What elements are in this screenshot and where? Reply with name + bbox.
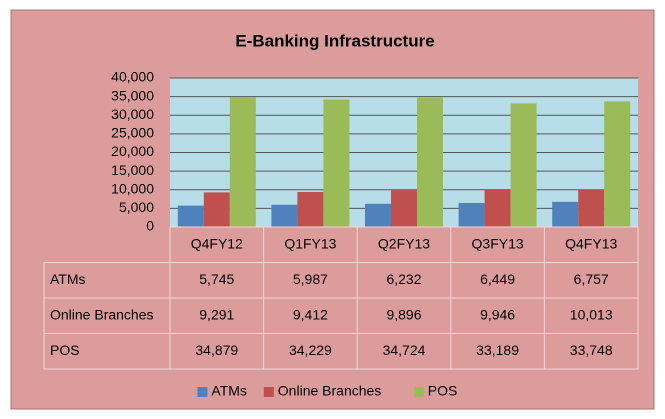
table-cell: 9,946 bbox=[480, 306, 515, 322]
table-cell: 9,412 bbox=[293, 306, 328, 322]
bar bbox=[510, 103, 537, 227]
table-cell: 9,896 bbox=[386, 306, 421, 322]
legend-swatch bbox=[263, 387, 274, 397]
table-cell: 34,879 bbox=[195, 342, 238, 358]
table-row-header: POS bbox=[50, 342, 80, 358]
y-tick-label: 30,000 bbox=[111, 106, 154, 122]
table-cell: 34,724 bbox=[383, 342, 426, 358]
table-column-header: Q4FY12 bbox=[191, 235, 243, 251]
table-column-header: Q4FY13 bbox=[565, 235, 617, 251]
table-cell: 34,229 bbox=[289, 342, 332, 358]
table-cell: 5,987 bbox=[293, 271, 328, 287]
bar bbox=[484, 189, 511, 227]
bar bbox=[578, 189, 605, 227]
table-cell: 5,745 bbox=[199, 271, 234, 287]
chart-title: E-Banking Infrastructure bbox=[235, 31, 434, 50]
table-cell: 33,189 bbox=[476, 342, 519, 358]
y-tick-label: 20,000 bbox=[111, 143, 154, 159]
bar bbox=[458, 202, 485, 227]
legend-label: ATMs bbox=[211, 383, 247, 399]
bar bbox=[391, 190, 417, 227]
table-cell: 6,449 bbox=[480, 271, 515, 287]
table-cell: 10,013 bbox=[570, 306, 613, 322]
bar bbox=[417, 97, 443, 227]
bar bbox=[604, 101, 631, 227]
table-row-header: ATMs bbox=[50, 271, 86, 287]
bar bbox=[203, 192, 230, 227]
y-tick-label: 25,000 bbox=[111, 125, 154, 141]
legend-swatch bbox=[197, 387, 208, 397]
bar bbox=[297, 191, 324, 227]
bar bbox=[229, 97, 256, 228]
table-column-header: Q1FY13 bbox=[284, 235, 336, 251]
y-tick-label: 0 bbox=[146, 218, 154, 234]
y-tick-label: 35,000 bbox=[111, 87, 154, 103]
y-tick-label: 5,000 bbox=[119, 199, 154, 215]
table-row-header: Online Branches bbox=[50, 306, 154, 322]
table-column-header: Q2FY13 bbox=[378, 235, 430, 251]
bar bbox=[271, 204, 298, 227]
bar bbox=[177, 205, 204, 227]
table-cell: 9,291 bbox=[199, 306, 234, 322]
legend-label: POS bbox=[428, 383, 458, 399]
y-tick-label: 15,000 bbox=[111, 162, 154, 178]
table-cell: 6,757 bbox=[574, 271, 609, 287]
table-cell: 33,748 bbox=[570, 342, 613, 358]
table-cell: 6,232 bbox=[386, 271, 421, 287]
bar bbox=[365, 203, 391, 227]
bar bbox=[323, 99, 350, 227]
y-tick-label: 10,000 bbox=[111, 180, 154, 196]
legend-label: Online Branches bbox=[278, 383, 382, 399]
table-column-header: Q3FY13 bbox=[472, 235, 524, 251]
bar bbox=[552, 201, 579, 227]
y-tick-label: 40,000 bbox=[111, 69, 154, 85]
legend-swatch bbox=[413, 387, 424, 397]
